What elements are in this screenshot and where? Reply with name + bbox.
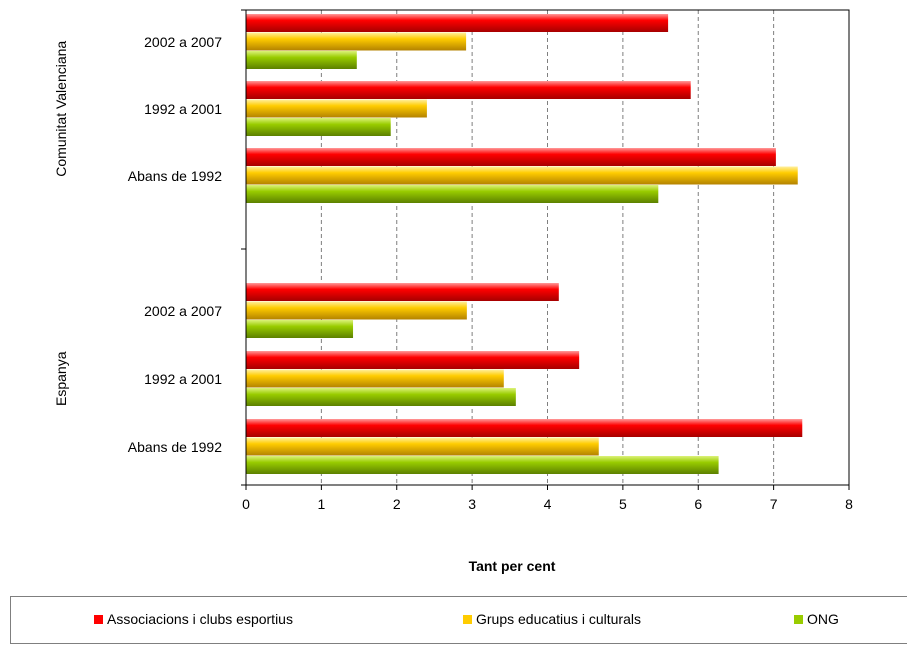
category-label: 1992 a 2001: [144, 371, 222, 387]
bar: [246, 437, 599, 456]
bar: [246, 166, 798, 185]
bar: [246, 185, 659, 203]
bar: [246, 388, 516, 406]
bar: [246, 14, 669, 32]
category-label: 1992 a 2001: [144, 101, 222, 117]
bar: [246, 118, 391, 136]
bar: [246, 283, 559, 301]
category-label: 2002 a 2007: [144, 303, 222, 319]
bar: [246, 32, 467, 51]
legend-swatch-yellow: [463, 614, 472, 624]
bar: [246, 81, 691, 99]
bar: [246, 148, 776, 166]
bar: [246, 301, 467, 320]
x-tick-label: 3: [468, 496, 476, 512]
bar: [246, 320, 354, 338]
legend-swatch-green: [794, 614, 803, 624]
x-tick-label: 1: [317, 496, 325, 512]
plot-frame: [245, 9, 850, 486]
x-tick-label: 7: [770, 496, 778, 512]
bar: [246, 351, 580, 369]
x-tick-label: 4: [544, 496, 552, 512]
bar-chart: 0 1 2 3 4 5 6 7 8 2002 a 2007 1992 a 2001 Abans de…: [53, 9, 853, 574]
bar: [246, 369, 504, 388]
axes: [241, 9, 850, 490]
bar: [246, 51, 357, 69]
tick-labels: 0 1 2 3 4 5 6 7 8: [242, 496, 853, 512]
legend-label: Associacions i clubs esportius: [107, 611, 293, 627]
bars: [246, 14, 803, 474]
category-labels: 2002 a 2007 1992 a 2001 Abans de 1992 2002 …: [128, 34, 222, 455]
bar: [246, 456, 719, 474]
legend: Associacions i clubs esportius Grups edu…: [10, 596, 907, 644]
group-labels: Comunitat Valenciana Espanya: [53, 41, 69, 406]
legend-item-associacions: Associacions i clubs esportius: [94, 611, 293, 627]
x-tick-label: 6: [694, 496, 702, 512]
legend-label: ONG: [807, 611, 839, 627]
bar: [246, 419, 803, 437]
group-label: Comunitat Valenciana: [53, 41, 69, 177]
legend-item-grups: Grups educatius i culturals: [463, 611, 641, 627]
bar: [246, 99, 427, 118]
x-axis-title: Tant per cent: [469, 558, 556, 574]
legend-swatch-red: [94, 614, 103, 624]
x-tick-label: 8: [845, 496, 853, 512]
legend-item-ong: ONG: [794, 611, 839, 627]
x-tick-label: 2: [393, 496, 401, 512]
category-label: 2002 a 2007: [144, 34, 222, 50]
category-label: Abans de 1992: [128, 168, 222, 184]
x-tick-label: 0: [242, 496, 250, 512]
x-tick-label: 5: [619, 496, 627, 512]
legend-label: Grups educatius i culturals: [476, 611, 641, 627]
group-label: Espanya: [53, 351, 69, 406]
category-label: Abans de 1992: [128, 439, 222, 455]
